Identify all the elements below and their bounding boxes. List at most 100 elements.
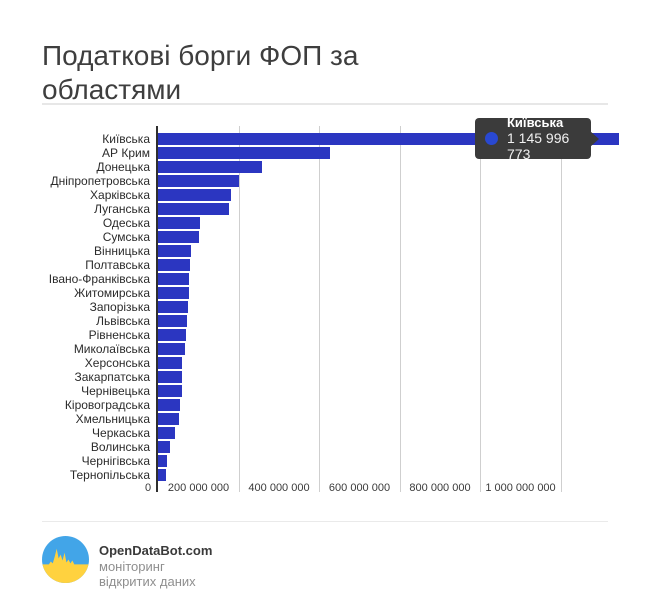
footer: OpenDataBot.com моніторинг відкритих дан… xyxy=(42,536,212,589)
region-label: АР Крим xyxy=(102,146,150,160)
gridline xyxy=(238,126,240,492)
bar[interactable] xyxy=(158,301,188,313)
region-label: Волинська xyxy=(90,440,150,454)
series-dot-icon xyxy=(485,132,498,145)
x-tick-label: 800 000 000 xyxy=(409,482,471,494)
region-label: Чернігівська xyxy=(81,454,150,468)
bar[interactable] xyxy=(158,343,185,355)
bar-track xyxy=(157,426,650,440)
bar[interactable] xyxy=(158,371,182,383)
bar[interactable] xyxy=(158,469,167,481)
bar[interactable] xyxy=(158,399,181,411)
y-axis-line xyxy=(156,126,158,492)
x-axis-labels: 0 200 000 000 400 000 000 600 000 000 800 00… xyxy=(0,482,650,498)
bar-track xyxy=(157,202,650,216)
tooltip-value: 1 145 996 773 xyxy=(507,130,570,162)
bar-row: Кіровоградська xyxy=(0,398,650,412)
gridline xyxy=(560,126,562,492)
bar-track xyxy=(157,216,650,230)
bar-row: Сумська xyxy=(0,230,650,244)
region-label: Донецька xyxy=(96,160,150,174)
bar[interactable] xyxy=(158,357,183,369)
bar[interactable] xyxy=(158,259,190,271)
bar-row: Одеська xyxy=(0,216,650,230)
bar-row: Хмельницька xyxy=(0,412,650,426)
bar-row: Запорізька xyxy=(0,300,650,314)
bar-track xyxy=(157,468,650,482)
bar-track xyxy=(157,412,650,426)
bar-row: Луганська xyxy=(0,202,650,216)
bar-track xyxy=(157,370,650,384)
bar-row: Тернопільська xyxy=(0,468,650,482)
region-label: Сумська xyxy=(102,230,150,244)
bar[interactable] xyxy=(158,455,168,467)
tooltip: Київська 1 145 996 773 xyxy=(475,115,599,162)
opendatabot-logo-icon xyxy=(42,536,89,583)
region-label: Луганська xyxy=(94,202,150,216)
bar-row: Вінницька xyxy=(0,244,650,258)
region-label: Полтавська xyxy=(85,258,150,272)
x-tick-label: 1 000 000 000 xyxy=(485,482,556,494)
brand-tagline: моніторинг відкритих даних xyxy=(99,559,196,589)
bar[interactable] xyxy=(158,385,182,397)
bar-row: АР Крим xyxy=(0,146,650,160)
x-tick-label: 400 000 000 xyxy=(248,482,310,494)
bar[interactable] xyxy=(158,441,171,453)
bar[interactable] xyxy=(158,175,239,187)
bar[interactable] xyxy=(158,147,331,159)
region-label: Хмельницька xyxy=(75,412,150,426)
bar-track xyxy=(157,174,650,188)
bar-track xyxy=(157,188,650,202)
bar-row: Івано-Франківська xyxy=(0,272,650,286)
bar-row: Донецька xyxy=(0,160,650,174)
bar[interactable] xyxy=(158,203,230,215)
bar[interactable] xyxy=(158,315,187,327)
bar-track xyxy=(157,440,650,454)
region-label: Рівненська xyxy=(88,328,150,342)
region-label: Івано-Франківська xyxy=(48,272,150,286)
bar-track xyxy=(157,398,650,412)
region-label: Миколаївська xyxy=(73,342,150,356)
x-tick-label: 600 000 000 xyxy=(328,482,391,494)
bar[interactable] xyxy=(158,413,179,425)
region-label: Запорізька xyxy=(89,300,150,314)
bar[interactable] xyxy=(158,231,199,243)
region-label: Львівська xyxy=(96,314,150,328)
page-title: Податкові борги ФОП за областями xyxy=(42,39,359,105)
region-label: Вінницька xyxy=(94,244,150,258)
bar-track xyxy=(157,314,650,328)
title-divider xyxy=(42,103,608,105)
footer-text: OpenDataBot.com моніторинг відкритих дан… xyxy=(99,536,212,589)
gridlines xyxy=(158,126,650,492)
bar[interactable] xyxy=(158,161,263,173)
bar-chart: Київська АР Крим Донецька Дніпропетровсь… xyxy=(0,126,650,506)
bar-track xyxy=(157,286,650,300)
bar-track xyxy=(157,146,650,160)
gridline xyxy=(319,126,320,492)
region-label: Чернівецька xyxy=(81,384,150,398)
bar[interactable] xyxy=(158,217,200,229)
bar-row: Чернігівська xyxy=(0,454,650,468)
bar-track xyxy=(157,342,650,356)
region-label: Одеська xyxy=(102,216,150,230)
bar[interactable] xyxy=(158,273,189,285)
bar-track xyxy=(157,272,650,286)
bar-track xyxy=(157,356,650,370)
tooltip-region: Київська xyxy=(507,115,564,130)
gridline xyxy=(399,126,401,492)
region-label: Закарпатська xyxy=(74,370,151,384)
bar-row: Львівська xyxy=(0,314,650,328)
bar[interactable] xyxy=(158,245,191,257)
region-label: Київська xyxy=(102,132,150,146)
bar[interactable] xyxy=(158,329,187,341)
bar[interactable] xyxy=(158,427,175,439)
bar-row: Черкаська xyxy=(0,426,650,440)
bar-track xyxy=(157,300,650,314)
bar[interactable] xyxy=(158,189,232,201)
region-label: Харківська xyxy=(90,188,150,202)
bar-track xyxy=(157,258,650,272)
bar-track xyxy=(157,384,650,398)
region-label: Херсонська xyxy=(84,356,150,370)
bar[interactable] xyxy=(158,287,189,299)
